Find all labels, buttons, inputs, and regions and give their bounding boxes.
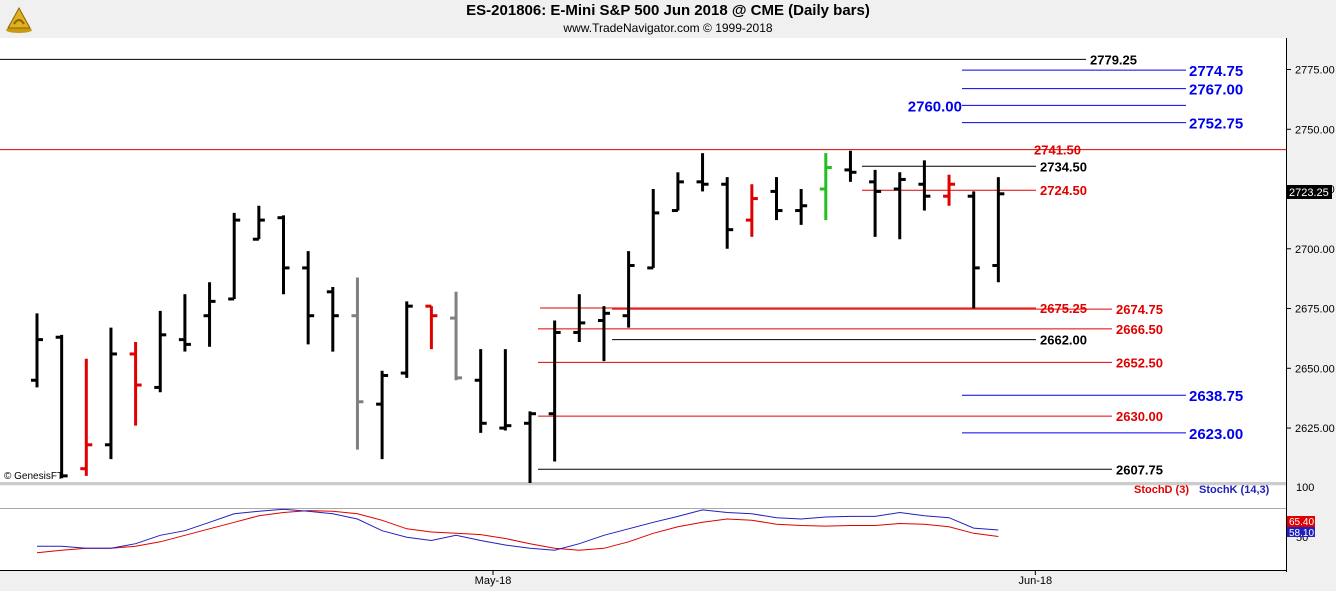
ohlc-bar — [326, 287, 339, 352]
stochd-legend: StochD (3) — [1134, 484, 1189, 496]
ohlc-bar — [967, 191, 980, 309]
ohlc-bar — [770, 177, 783, 221]
level-label: 2662.00 — [1040, 333, 1087, 348]
stochk-line — [37, 508, 999, 551]
ohlc-bar — [524, 411, 536, 484]
ohlc-bar — [893, 172, 906, 240]
ohlc-bar — [622, 251, 635, 328]
ohlc-bar — [721, 177, 734, 249]
y-tick-label: 2775.00 — [1295, 65, 1335, 77]
price-levels: 2779.25 2774.75 2767.00 2760.00 2752.75 2741.… — [0, 52, 1286, 477]
stochd-last-marker — [1287, 516, 1315, 527]
price-axis: 2775.002750.002725.002700.002675.002650.… — [1286, 65, 1335, 435]
level-label: 2607.75 — [1116, 462, 1163, 477]
ohlc-bar — [943, 174, 956, 206]
ohlc-bar — [869, 169, 882, 237]
ohlc-bar — [55, 334, 68, 479]
ohlc-bar — [400, 301, 413, 378]
stoch-tick-100: 100 — [1296, 482, 1314, 494]
chart-header: ES-201806: E-Mini S&P 500 Jun 2018 @ CME… — [0, 0, 1336, 38]
ohlc-bar — [154, 310, 167, 393]
stochk-last-label: 58.10 — [1289, 528, 1314, 539]
level-label: 2666.50 — [1116, 322, 1163, 337]
level-label: 2630.00 — [1116, 409, 1163, 424]
level-label: 2779.25 — [1090, 52, 1137, 67]
ohlc-bar — [819, 153, 832, 221]
ohlc-bar — [745, 184, 758, 237]
chart-subtitle: www.TradeNavigator.com © 1999-2018 — [563, 21, 773, 35]
ohlc-bar — [795, 189, 808, 225]
ohlc-bar — [597, 306, 610, 362]
level-label: 2741.50 — [1034, 143, 1081, 158]
x-tick-label: Jun-18 — [1019, 575, 1053, 587]
level-label: 2724.50 — [1040, 183, 1087, 198]
y-tick-label: 2700.00 — [1295, 244, 1335, 256]
ohlc-bar — [203, 282, 216, 347]
level-label: 2774.75 — [1189, 63, 1243, 80]
level-label: 2675.25 — [1040, 301, 1087, 316]
level-label: 2638.75 — [1189, 388, 1243, 405]
level-label: 2760.00 — [908, 98, 962, 115]
level-label: 2767.00 — [1189, 82, 1243, 99]
ohlc-bar — [80, 358, 93, 476]
y-tick-label: 2750.00 — [1295, 124, 1335, 136]
ohlc-bar — [474, 349, 487, 433]
stochastic-lines — [36, 508, 999, 554]
ohlc-bar — [31, 313, 43, 388]
stochd-line — [36, 510, 999, 554]
ohlc-bar — [499, 349, 512, 431]
ohlc-bar — [918, 160, 931, 211]
ohlc-bar — [647, 189, 660, 270]
stochk-legend: StochK (14,3) — [1199, 484, 1270, 496]
level-label: 2623.00 — [1189, 426, 1243, 443]
level-label: 2734.50 — [1040, 159, 1087, 174]
ohlc-bar — [178, 294, 191, 352]
watermark: © GenesisFT — [4, 471, 63, 482]
x-tick-label: May-18 — [475, 575, 512, 587]
ohlc-bar — [548, 320, 561, 462]
ohlc-bar — [277, 215, 290, 295]
trade-navigator-logo — [4, 4, 34, 34]
price-panel — [0, 38, 1286, 483]
ohlc-bars — [31, 150, 1005, 484]
stochk-last-marker — [1287, 527, 1315, 537]
ohlc-bar — [450, 291, 463, 381]
ohlc-bar — [844, 150, 857, 182]
last-price-label: 2723.25 — [1289, 187, 1329, 199]
ohlc-bar — [252, 205, 265, 241]
y-tick-label: 2675.00 — [1295, 304, 1335, 316]
y-tick-label: 2650.00 — [1295, 363, 1335, 375]
ohlc-bar — [376, 370, 389, 460]
ohlc-bar — [425, 304, 438, 350]
ohlc-bar — [302, 251, 315, 345]
stochd-last-label: 65.40 — [1289, 517, 1314, 528]
time-axis: May-18 Jun-18 — [475, 570, 1052, 587]
chart-title: ES-201806: E-Mini S&P 500 Jun 2018 @ CME… — [466, 2, 870, 19]
ohlc-bar — [671, 172, 684, 213]
last-price-marker — [1287, 185, 1332, 199]
ohlc-bar — [573, 294, 586, 343]
ohlc-bar — [351, 277, 364, 450]
ohlc-bar — [104, 327, 117, 460]
level-label: 2752.75 — [1189, 116, 1243, 133]
level-label: 2652.50 — [1116, 355, 1163, 370]
y-tick-label: 2625.00 — [1295, 423, 1335, 435]
ohlc-bar — [129, 342, 142, 426]
level-label: 2674.75 — [1116, 302, 1163, 317]
ohlc-bar — [228, 212, 241, 301]
ohlc-bar — [992, 177, 1005, 283]
ohlc-bar — [696, 153, 709, 192]
